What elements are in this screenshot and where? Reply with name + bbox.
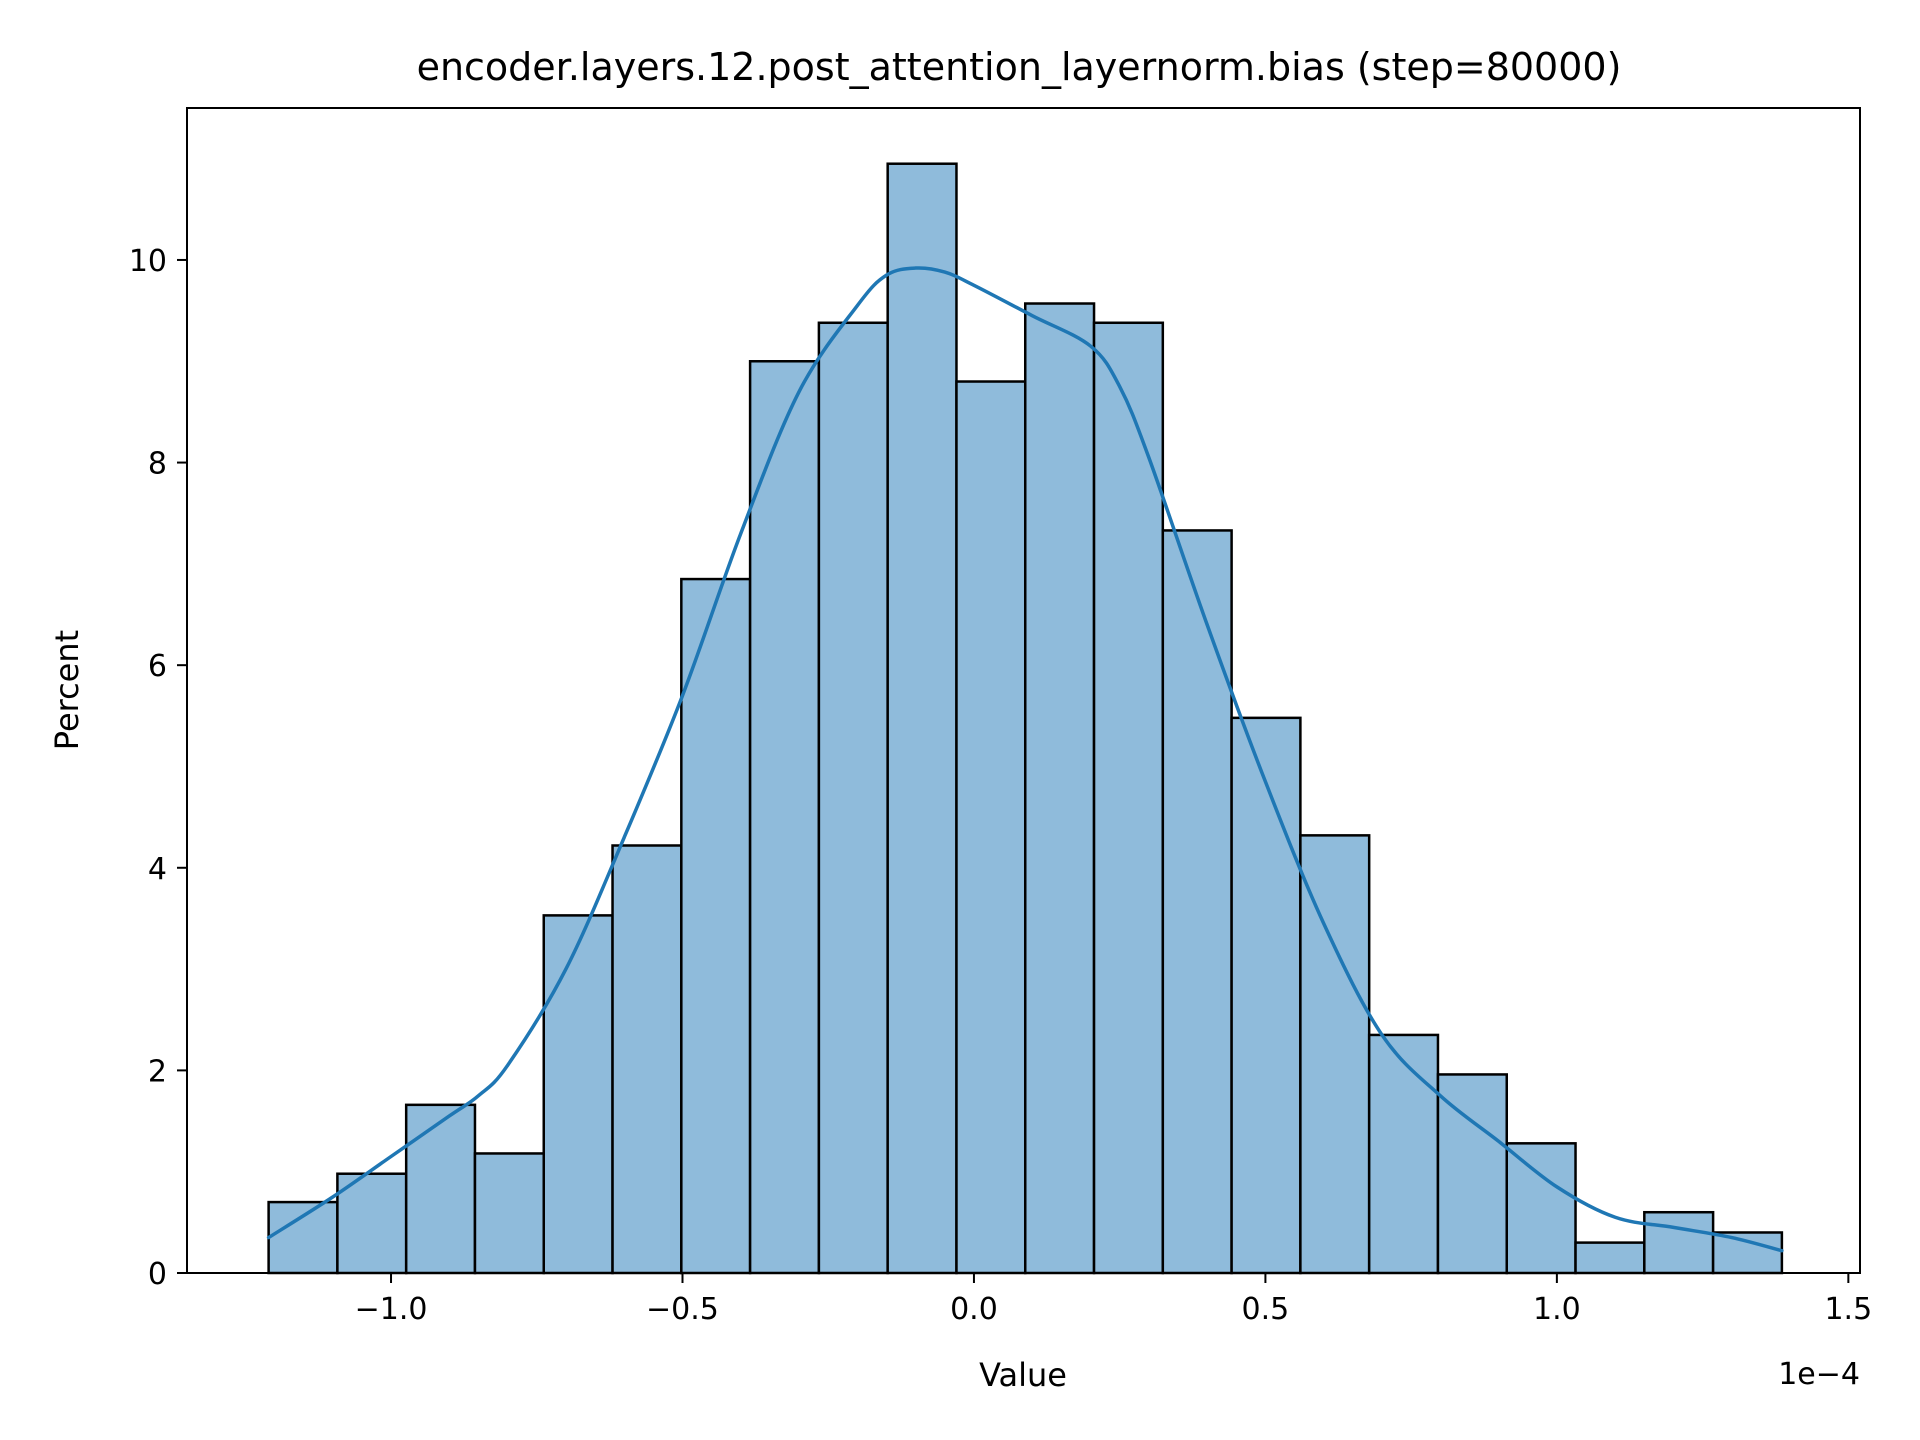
histogram-bar <box>1230 716 1302 1275</box>
x-tick-label: 0.0 <box>950 1292 998 1327</box>
kde-curve <box>266 266 1784 1253</box>
histogram-bar <box>955 380 1027 1275</box>
histogram-bar <box>1436 1073 1508 1275</box>
x-tick-label: 0.5 <box>1242 1292 1290 1327</box>
histogram-bar <box>748 360 821 1275</box>
histogram-bar <box>542 914 614 1275</box>
x-tick-label: 1.0 <box>1533 1292 1581 1327</box>
histogram-bar <box>1711 1231 1784 1275</box>
histogram-bar <box>1505 1142 1577 1275</box>
y-tick-label: 4 <box>148 852 167 887</box>
histogram-bar <box>817 321 889 1275</box>
histogram-bar <box>886 162 958 1275</box>
histogram-bar <box>1161 529 1233 1275</box>
histogram-bar <box>1092 321 1165 1275</box>
histogram-bar <box>1299 834 1371 1275</box>
chart-title: encoder.layers.12.post_attention_layerno… <box>417 45 1622 89</box>
histogram-bar <box>680 577 752 1275</box>
x-tick-label: −0.5 <box>646 1292 719 1327</box>
histogram-bar <box>473 1152 546 1275</box>
histogram-bar <box>404 1103 477 1275</box>
histogram-bars <box>267 162 1784 1275</box>
histogram-bar <box>1643 1210 1715 1275</box>
histogram-bar <box>1574 1241 1646 1275</box>
x-tick-label: 1.5 <box>1824 1292 1872 1327</box>
x-tick-label: −1.0 <box>355 1292 428 1327</box>
histogram-bar <box>1367 1033 1440 1275</box>
y-tick-label: 10 <box>129 244 167 279</box>
histogram-bar <box>1023 302 1096 1275</box>
histogram-bar <box>267 1200 339 1275</box>
x-axis-ticks: −1.0 −0.5 0.0 0.5 1.0 1.5 <box>355 1273 1872 1327</box>
y-axis-ticks: 0 2 4 6 8 10 <box>129 244 187 1292</box>
x-offset-label: 1e−4 <box>1778 1357 1860 1392</box>
y-tick-label: 8 <box>148 447 167 482</box>
y-tick-label: 2 <box>148 1054 167 1089</box>
y-axis-label: Percent <box>48 630 86 750</box>
y-tick-label: 0 <box>148 1257 167 1292</box>
histogram-bar <box>336 1172 408 1275</box>
x-axis-label: Value <box>979 1356 1067 1394</box>
axes-frame <box>186 107 1861 1274</box>
histogram-bar <box>611 844 683 1275</box>
y-tick-label: 6 <box>148 649 167 684</box>
